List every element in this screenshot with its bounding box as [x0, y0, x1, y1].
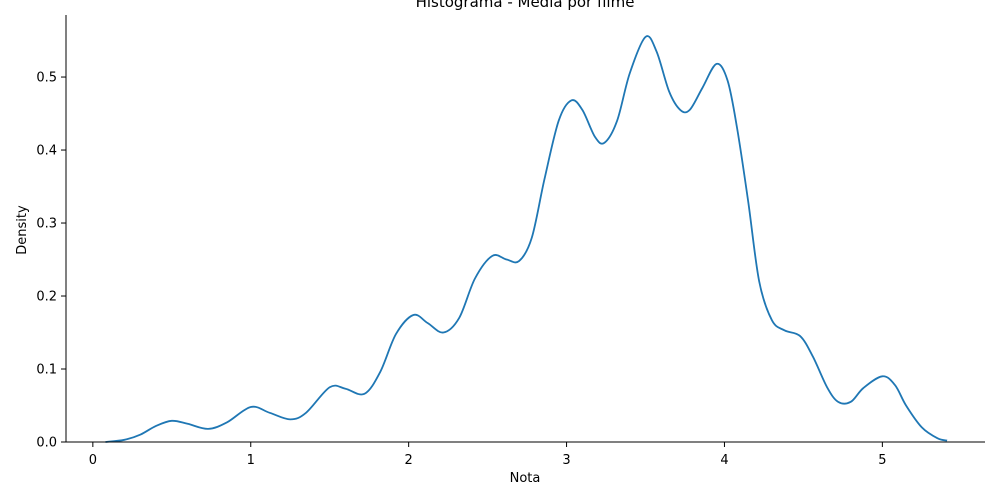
y-tick-label: 0.4 [36, 144, 57, 159]
x-tick-label: 4 [720, 453, 728, 468]
y-tick-label: 0.5 [36, 71, 57, 86]
x-tick-label: 0 [89, 453, 97, 468]
x-axis-ticks: 0 1 2 3 4 5 [89, 442, 887, 468]
x-axis-label: Nota [510, 471, 541, 486]
x-tick-label: 3 [562, 453, 570, 468]
x-tick-label: 2 [405, 453, 413, 468]
y-axis-ticks: 0.0 0.1 0.2 0.3 0.4 0.5 [36, 71, 66, 451]
y-tick-label: 0.3 [36, 217, 57, 232]
plot-area [105, 35, 948, 443]
y-tick-label: 0.2 [36, 290, 57, 305]
y-axis-label: Density [15, 205, 30, 255]
x-tick-label: 5 [878, 453, 886, 468]
y-tick-label: 0.0 [36, 436, 57, 451]
y-tick-label: 0.1 [36, 363, 57, 378]
x-tick-label: 1 [247, 453, 255, 468]
density-line [105, 35, 948, 443]
chart-title: Histograma - Média por filme [416, 0, 635, 11]
